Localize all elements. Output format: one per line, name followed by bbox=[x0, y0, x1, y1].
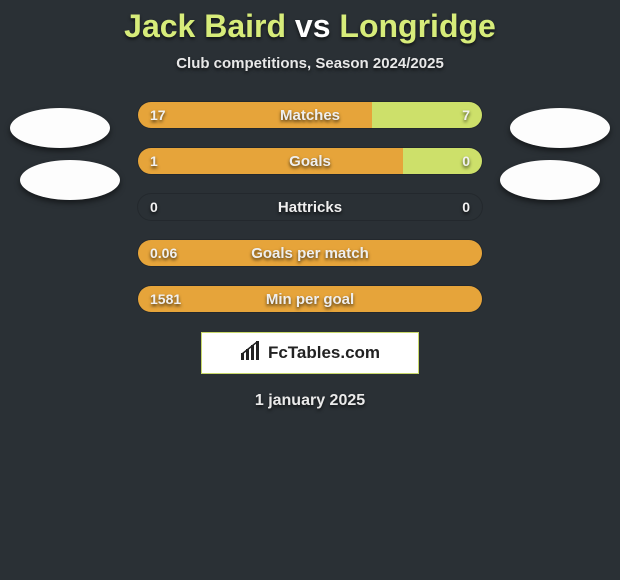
stat-bar-left bbox=[138, 286, 482, 312]
stat-row: 177Matches bbox=[138, 102, 482, 128]
stat-bars-container: 177Matches 10Goals 0 0Hattricks 0.06Goals pe… bbox=[138, 102, 482, 312]
stat-label: Hattricks bbox=[138, 194, 482, 220]
stat-row: 1581Min per goal bbox=[138, 286, 482, 312]
stat-row: 0 0Hattricks bbox=[138, 194, 482, 220]
subtitle: Club competitions, Season 2024/2025 bbox=[0, 55, 620, 72]
stat-value-left: 0 bbox=[150, 194, 158, 220]
stat-bar-left bbox=[138, 148, 403, 174]
stat-bar-left bbox=[138, 102, 372, 128]
vs-text: vs bbox=[295, 8, 331, 44]
footer-date: 1 january 2025 bbox=[0, 392, 620, 410]
brand-chart-icon bbox=[240, 341, 262, 366]
comparison-title: Jack Baird vs Longridge bbox=[0, 0, 620, 45]
brand-badge: FcTables.com bbox=[201, 332, 419, 374]
player1-shadow-icon bbox=[20, 160, 120, 200]
player1-avatar-icon bbox=[10, 108, 110, 148]
stat-bar-right bbox=[403, 148, 482, 174]
stat-row: 10Goals bbox=[138, 148, 482, 174]
stat-bar-right bbox=[372, 102, 482, 128]
player2-avatar-icon bbox=[510, 108, 610, 148]
player1-name: Jack Baird bbox=[124, 8, 286, 44]
brand-text: FcTables.com bbox=[268, 343, 380, 363]
player2-shadow-icon bbox=[500, 160, 600, 200]
stat-value-right: 0 bbox=[462, 194, 470, 220]
stat-row: 0.06Goals per match bbox=[138, 240, 482, 266]
player2-name: Longridge bbox=[339, 8, 495, 44]
stat-bar-left bbox=[138, 240, 482, 266]
chart-area: 177Matches 10Goals 0 0Hattricks 0.06Goals pe… bbox=[0, 102, 620, 312]
